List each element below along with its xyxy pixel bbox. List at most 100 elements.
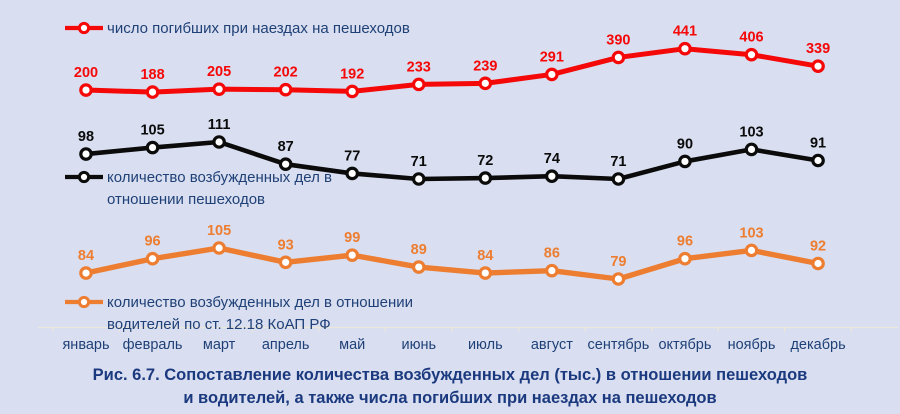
pedestrian-cases-marker <box>345 166 359 181</box>
driver-cases-data-label: 96 <box>677 234 693 250</box>
driver-cases-marker <box>478 266 493 280</box>
deaths-series: 200 188 205 202 192 233 239 291 390 441 406 339 <box>74 24 830 99</box>
driver-cases-marker <box>411 260 426 274</box>
deaths-data-label: 192 <box>340 66 364 82</box>
x-axis-label: июль <box>468 337 503 353</box>
pedestrian-cases-data-label: 87 <box>278 139 294 155</box>
pedestrian-cases-data-label: 105 <box>140 123 164 139</box>
deaths-marker <box>145 85 160 99</box>
deaths-legend-marker-icon <box>77 21 91 35</box>
driver-cases-data-label: 105 <box>207 223 231 239</box>
deaths-data-label: 200 <box>74 65 98 81</box>
driver-cases-data-label: 92 <box>810 239 826 255</box>
driver-cases-marker <box>678 251 692 266</box>
pedestrian-cases-data-label: 71 <box>411 154 427 170</box>
deaths-data-label: 339 <box>806 41 830 57</box>
pedestrian-cases-data-label: 71 <box>610 154 626 170</box>
driver-cases-legend-label: количество возбужденных дел в отношении <box>107 294 413 311</box>
pedestrian-cases-marker <box>278 157 293 171</box>
driver-cases-legend-marker-icon <box>77 295 91 309</box>
pedestrian-cases-data-label: 77 <box>344 148 360 164</box>
deaths-marker <box>811 59 825 73</box>
pedestrian-cases-marker <box>411 172 426 186</box>
pedestrian-cases-marker <box>145 140 160 155</box>
pedestrian-cases-legend-marker-icon <box>77 170 91 184</box>
x-axis-label: январь <box>62 337 109 353</box>
pedestrian-cases-data-label: 111 <box>208 117 231 133</box>
deaths-data-label: 441 <box>673 24 697 40</box>
driver-cases-marker <box>79 266 93 280</box>
deaths-marker <box>212 82 226 96</box>
deaths-marker <box>678 41 692 56</box>
deaths-marker <box>744 47 759 62</box>
driver-cases-marker <box>345 248 359 262</box>
x-axis-label: август <box>531 337 573 353</box>
caption-line-2: и водителей, а также числа погибших при … <box>183 389 717 407</box>
x-axis-labels: январь февраль март апрель май июнь июль август… <box>62 337 845 353</box>
driver-cases-data-label: 79 <box>610 254 626 270</box>
figure-caption: Рис. 6.7. Сопоставление количества возбу… <box>0 364 900 410</box>
driver-cases-data-label: 84 <box>477 248 493 264</box>
caption-line-1: Рис. 6.7. Сопоставление количества возбу… <box>92 366 808 384</box>
driver-cases-data-label: 103 <box>739 225 763 241</box>
deaths-marker <box>611 50 626 65</box>
driver-cases-series: 84 96 105 93 99 89 84 86 79 96 103 92 <box>78 223 826 286</box>
driver-cases-legend: количество возбужденных дел в отношении в… <box>65 294 413 333</box>
deaths-marker <box>478 76 493 91</box>
deaths-data-label: 406 <box>739 30 763 46</box>
pedestrian-cases-line <box>83 139 821 182</box>
deaths-marker <box>278 82 293 97</box>
pedestrian-cases-marker <box>678 154 692 169</box>
x-axis-label: ноябрь <box>728 337 776 353</box>
deaths-marker <box>545 67 559 82</box>
deaths-data-label: 202 <box>274 65 298 81</box>
pedestrian-cases-marker <box>478 171 493 185</box>
pedestrian-cases-marker <box>79 147 93 161</box>
deaths-line <box>83 46 821 95</box>
driver-cases-marker <box>744 243 759 258</box>
deaths-marker <box>345 84 359 99</box>
pedestrian-cases-data-label: 74 <box>544 151 560 167</box>
pedestrian-cases-data-label: 72 <box>477 153 493 169</box>
driver-cases-data-label: 86 <box>544 246 560 262</box>
driver-cases-data-label: 84 <box>78 248 94 264</box>
pedestrian-cases-marker <box>545 169 559 184</box>
driver-cases-marker <box>545 263 559 278</box>
x-axis-label: июнь <box>401 337 436 353</box>
driver-cases-marker <box>145 251 160 266</box>
deaths-data-label: 205 <box>207 64 231 80</box>
deaths-data-label: 233 <box>407 59 431 75</box>
driver-cases-data-label: 99 <box>344 230 360 246</box>
pedestrian-cases-marker <box>744 142 759 157</box>
deaths-legend-label: число погибших при наездах на пешеходов <box>107 20 410 37</box>
pedestrian-cases-data-label: 90 <box>677 136 693 152</box>
pedestrian-cases-data-label: 91 <box>810 136 826 152</box>
driver-cases-data-label: 89 <box>411 242 427 258</box>
pedestrian-cases-series: 98 105 111 87 77 71 72 74 71 90 103 91 <box>78 117 826 186</box>
pedestrian-cases-legend-label: отношении пешеходов <box>107 191 265 208</box>
deaths-legend: число погибших при наездах на пешеходов <box>65 20 410 37</box>
driver-cases-marker <box>611 272 626 286</box>
pedestrian-cases-marker <box>611 172 626 186</box>
pedestrian-cases-marker <box>212 135 226 149</box>
pedestrian-cases-marker <box>811 153 825 168</box>
deaths-marker <box>411 77 426 92</box>
pedestrian-cases-data-label: 103 <box>739 124 763 140</box>
x-axis-label: декабрь <box>790 337 845 353</box>
deaths-data-label: 188 <box>140 67 164 83</box>
deaths-data-label: 390 <box>606 32 630 48</box>
driver-cases-marker <box>278 255 293 270</box>
x-axis-label: апрель <box>262 337 310 353</box>
x-axis-label: сентябрь <box>588 337 650 353</box>
driver-cases-marker <box>212 241 226 255</box>
deaths-data-label: 291 <box>540 49 564 65</box>
pedestrian-cases-data-label: 98 <box>78 129 94 145</box>
pedestrian-cases-legend-label: количество возбужденных дел в <box>107 169 332 186</box>
pedestrian-cases-legend: количество возбужденных дел в отношении п… <box>65 169 332 208</box>
deaths-data-label: 239 <box>473 58 497 74</box>
x-axis-label: май <box>339 337 365 353</box>
driver-cases-data-label: 93 <box>278 237 294 253</box>
driver-cases-line <box>83 245 821 282</box>
driver-cases-legend-label: водителей по ст. 12.18 КоАП РФ <box>107 316 331 333</box>
